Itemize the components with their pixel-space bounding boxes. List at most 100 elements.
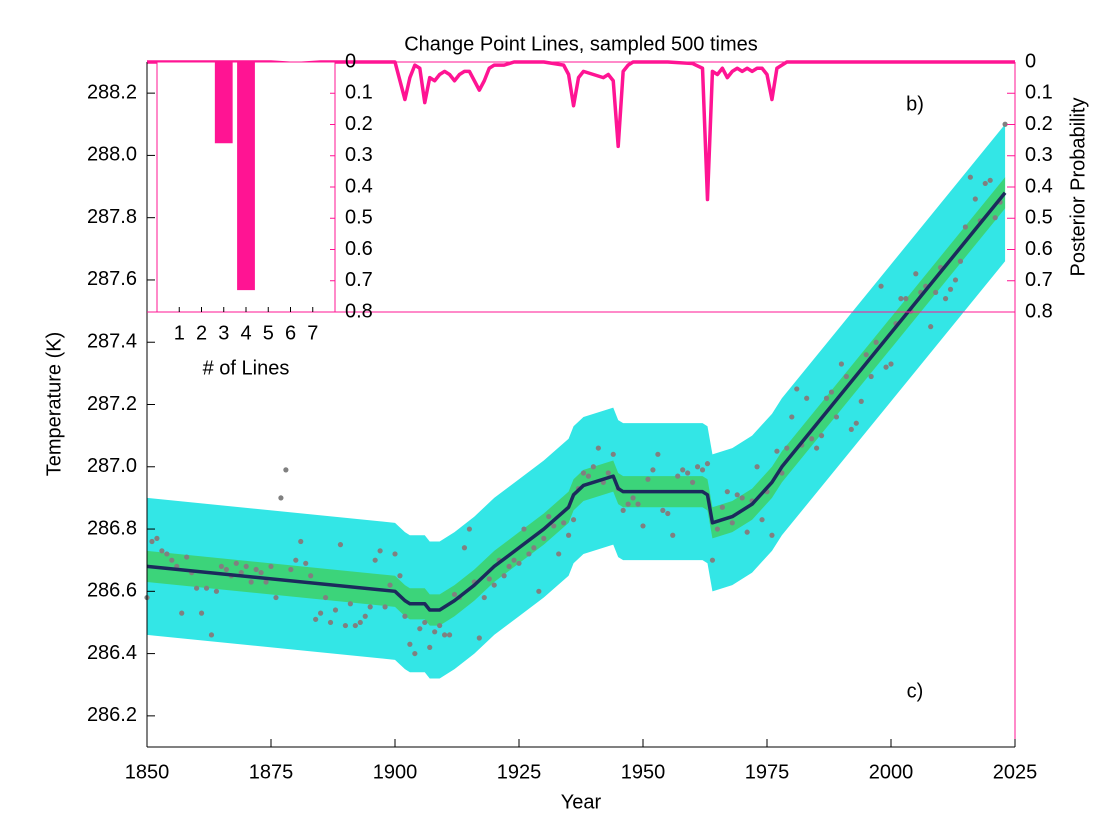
- data-point: [933, 289, 939, 296]
- y2-tick-label: 0.2: [1025, 113, 1053, 135]
- data-point: [635, 501, 641, 507]
- data-point: [437, 622, 443, 629]
- x-tick-label: 5: [263, 322, 274, 344]
- data-point: [843, 373, 849, 380]
- data-point: [377, 548, 383, 554]
- data-point: [238, 570, 244, 576]
- chart-title: Change Point Lines, sampled 500 times: [404, 33, 758, 55]
- x-tick-label: 1925: [497, 761, 542, 783]
- data-point: [417, 626, 423, 632]
- data-point: [957, 258, 964, 264]
- data-point: [814, 445, 820, 451]
- y-tick-label: 287.4: [87, 331, 137, 353]
- data-point: [610, 451, 616, 457]
- data-point: [888, 361, 894, 367]
- data-point: [828, 389, 835, 395]
- data-point: [630, 495, 636, 501]
- data-point: [709, 557, 716, 563]
- data-point: [432, 629, 438, 635]
- y-axis-label: Temperature (K): [43, 332, 65, 477]
- data-point: [580, 470, 587, 476]
- data-point: [198, 610, 205, 616]
- x-tick-label: 2: [196, 322, 207, 344]
- data-point: [680, 467, 686, 473]
- data-point: [541, 535, 547, 541]
- data-point: [506, 563, 512, 570]
- data-point: [278, 495, 284, 501]
- y2-axis-label: Posterior Probability: [1067, 98, 1089, 277]
- data-point: [159, 548, 165, 554]
- data-point: [992, 215, 998, 221]
- y-tick-label: 0.2: [345, 113, 373, 135]
- data-point: [164, 551, 170, 557]
- data-point: [303, 560, 309, 566]
- data-point: [208, 632, 215, 638]
- data-point: [561, 520, 567, 526]
- data-point: [442, 632, 448, 638]
- data-point: [620, 507, 626, 513]
- data-point: [863, 352, 869, 358]
- y2-tick-label: 0.6: [1025, 238, 1053, 260]
- data-point: [685, 470, 691, 476]
- probability-line: [147, 60, 1015, 202]
- data-point: [461, 545, 468, 551]
- data-point: [342, 622, 348, 629]
- data-point: [590, 464, 597, 470]
- data-point: [362, 613, 368, 619]
- data-point: [660, 507, 666, 513]
- y-tick-label: 287.6: [87, 268, 137, 290]
- data-point: [486, 576, 492, 582]
- data-point: [253, 566, 259, 573]
- y-tick-label: 288.2: [87, 81, 137, 103]
- data-point: [268, 563, 274, 570]
- data-point: [218, 563, 224, 570]
- data-point: [347, 601, 353, 607]
- y-tick-label: 0.7: [345, 269, 373, 291]
- data-point: [273, 594, 279, 601]
- y2-tick-label: 0.4: [1025, 175, 1053, 197]
- x-tick-label: 1975: [745, 761, 790, 783]
- data-point: [536, 588, 542, 594]
- data-point: [868, 373, 874, 380]
- data-point: [1002, 121, 1008, 127]
- data-point: [476, 635, 482, 641]
- data-point: [784, 445, 790, 451]
- data-point: [724, 489, 730, 495]
- data-point: [352, 622, 358, 629]
- data-point: [962, 224, 969, 230]
- data-point: [883, 364, 889, 370]
- data-point: [566, 532, 572, 538]
- data-point: [382, 604, 388, 610]
- fit-line: [146, 191, 1007, 612]
- data-point: [422, 619, 428, 626]
- data-point: [149, 538, 155, 545]
- data-point: [739, 495, 745, 501]
- y2-tick-label: 0.1: [1025, 82, 1053, 104]
- data-point: [194, 585, 200, 591]
- data-point: [823, 395, 830, 401]
- data-point: [481, 594, 487, 601]
- data-point: [640, 523, 646, 529]
- data-point: [298, 538, 304, 545]
- data-point: [967, 174, 973, 180]
- data-point: [551, 523, 557, 529]
- data-point: [392, 551, 398, 557]
- data-point: [878, 283, 884, 289]
- y-tick-label: 287.2: [87, 393, 137, 415]
- data-point: [853, 420, 859, 426]
- data-point: [337, 542, 344, 548]
- data-point: [243, 563, 249, 570]
- data-point: [833, 414, 840, 420]
- data-point: [283, 467, 289, 473]
- data-point: [694, 464, 701, 470]
- data-point: [942, 296, 949, 302]
- data-point: [729, 520, 735, 526]
- data-point: [288, 566, 294, 573]
- data-point: [318, 610, 324, 616]
- x-tick-label: 3: [218, 322, 229, 344]
- y-tick-label: 0: [345, 50, 356, 72]
- data-point: [491, 582, 497, 588]
- data-point: [446, 632, 453, 638]
- data-point: [367, 604, 373, 610]
- y-tick-label: 0.8: [345, 300, 373, 322]
